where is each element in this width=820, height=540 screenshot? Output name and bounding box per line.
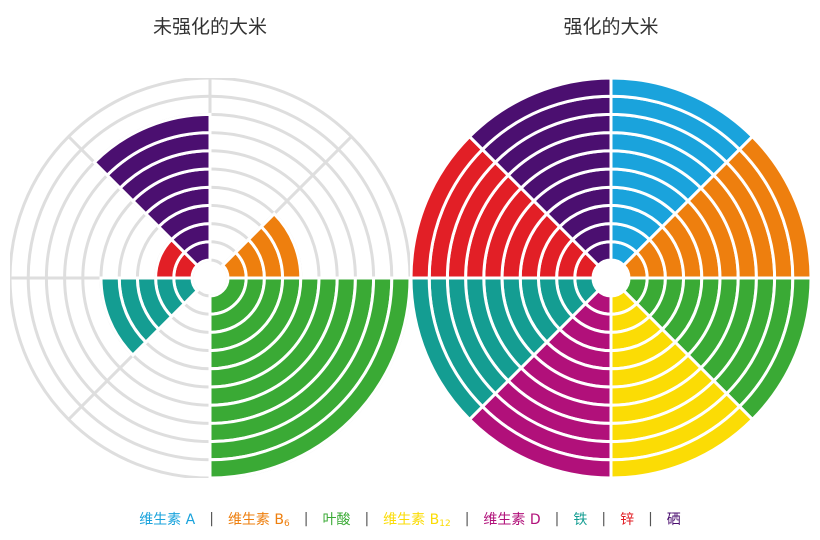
sector-7 (92, 112, 212, 268)
legend-item-1: 维生素 B6 (228, 509, 290, 529)
legend-separator: | (464, 511, 470, 527)
ring-segment (99, 276, 148, 358)
legend-label: 维生素 B (383, 512, 440, 528)
legend-item-0: 维生素 A (139, 509, 195, 529)
legend-label: 维生素 D (483, 512, 541, 528)
sector-1 (220, 211, 303, 280)
legend: 维生素 A | 维生素 B6 | 叶酸 | 维生素 B12 | 维生素 D | 铁 | 锌 | 硒 (0, 507, 820, 531)
legend-label-subscript: 12 (439, 519, 451, 529)
legend-separator: | (648, 511, 653, 527)
legend-label: 叶酸 (322, 512, 351, 528)
sector-7 (467, 78, 613, 268)
legend-separator: | (303, 511, 309, 527)
legend-label-subscript: 6 (284, 519, 290, 529)
legend-label: 硒 (666, 512, 681, 528)
legend-separator: | (601, 511, 607, 527)
legend-label: 维生素 A (139, 512, 196, 528)
chart-title-fortified: 强化的大米 (563, 16, 659, 38)
legend-separator: | (364, 511, 370, 527)
legend-separator: | (209, 511, 214, 527)
legend-item-7: 硒 (667, 509, 681, 529)
ring-segment (208, 276, 410, 478)
legend-label: 锌 (620, 512, 635, 528)
legend-item-4: 维生素 D (483, 509, 540, 529)
legend-label: 维生素 B (227, 512, 284, 528)
legend-item-6: 锌 (620, 509, 634, 529)
legend-separator: | (554, 511, 560, 527)
legend-item-2: 叶酸 (322, 509, 350, 529)
legend-label: 铁 (573, 512, 588, 528)
legend-item-3: 维生素 B12 (383, 509, 451, 529)
sector-2 (208, 276, 410, 478)
polar-chart-unfortified (10, 78, 410, 478)
sector-5 (99, 276, 200, 358)
polar-chart-fortified (411, 78, 811, 478)
chart-title-unfortified: 未强化的大米 (152, 16, 267, 38)
ring-segment (92, 112, 212, 178)
legend-item-5: 铁 (573, 509, 587, 529)
ring-segment (467, 78, 613, 152)
